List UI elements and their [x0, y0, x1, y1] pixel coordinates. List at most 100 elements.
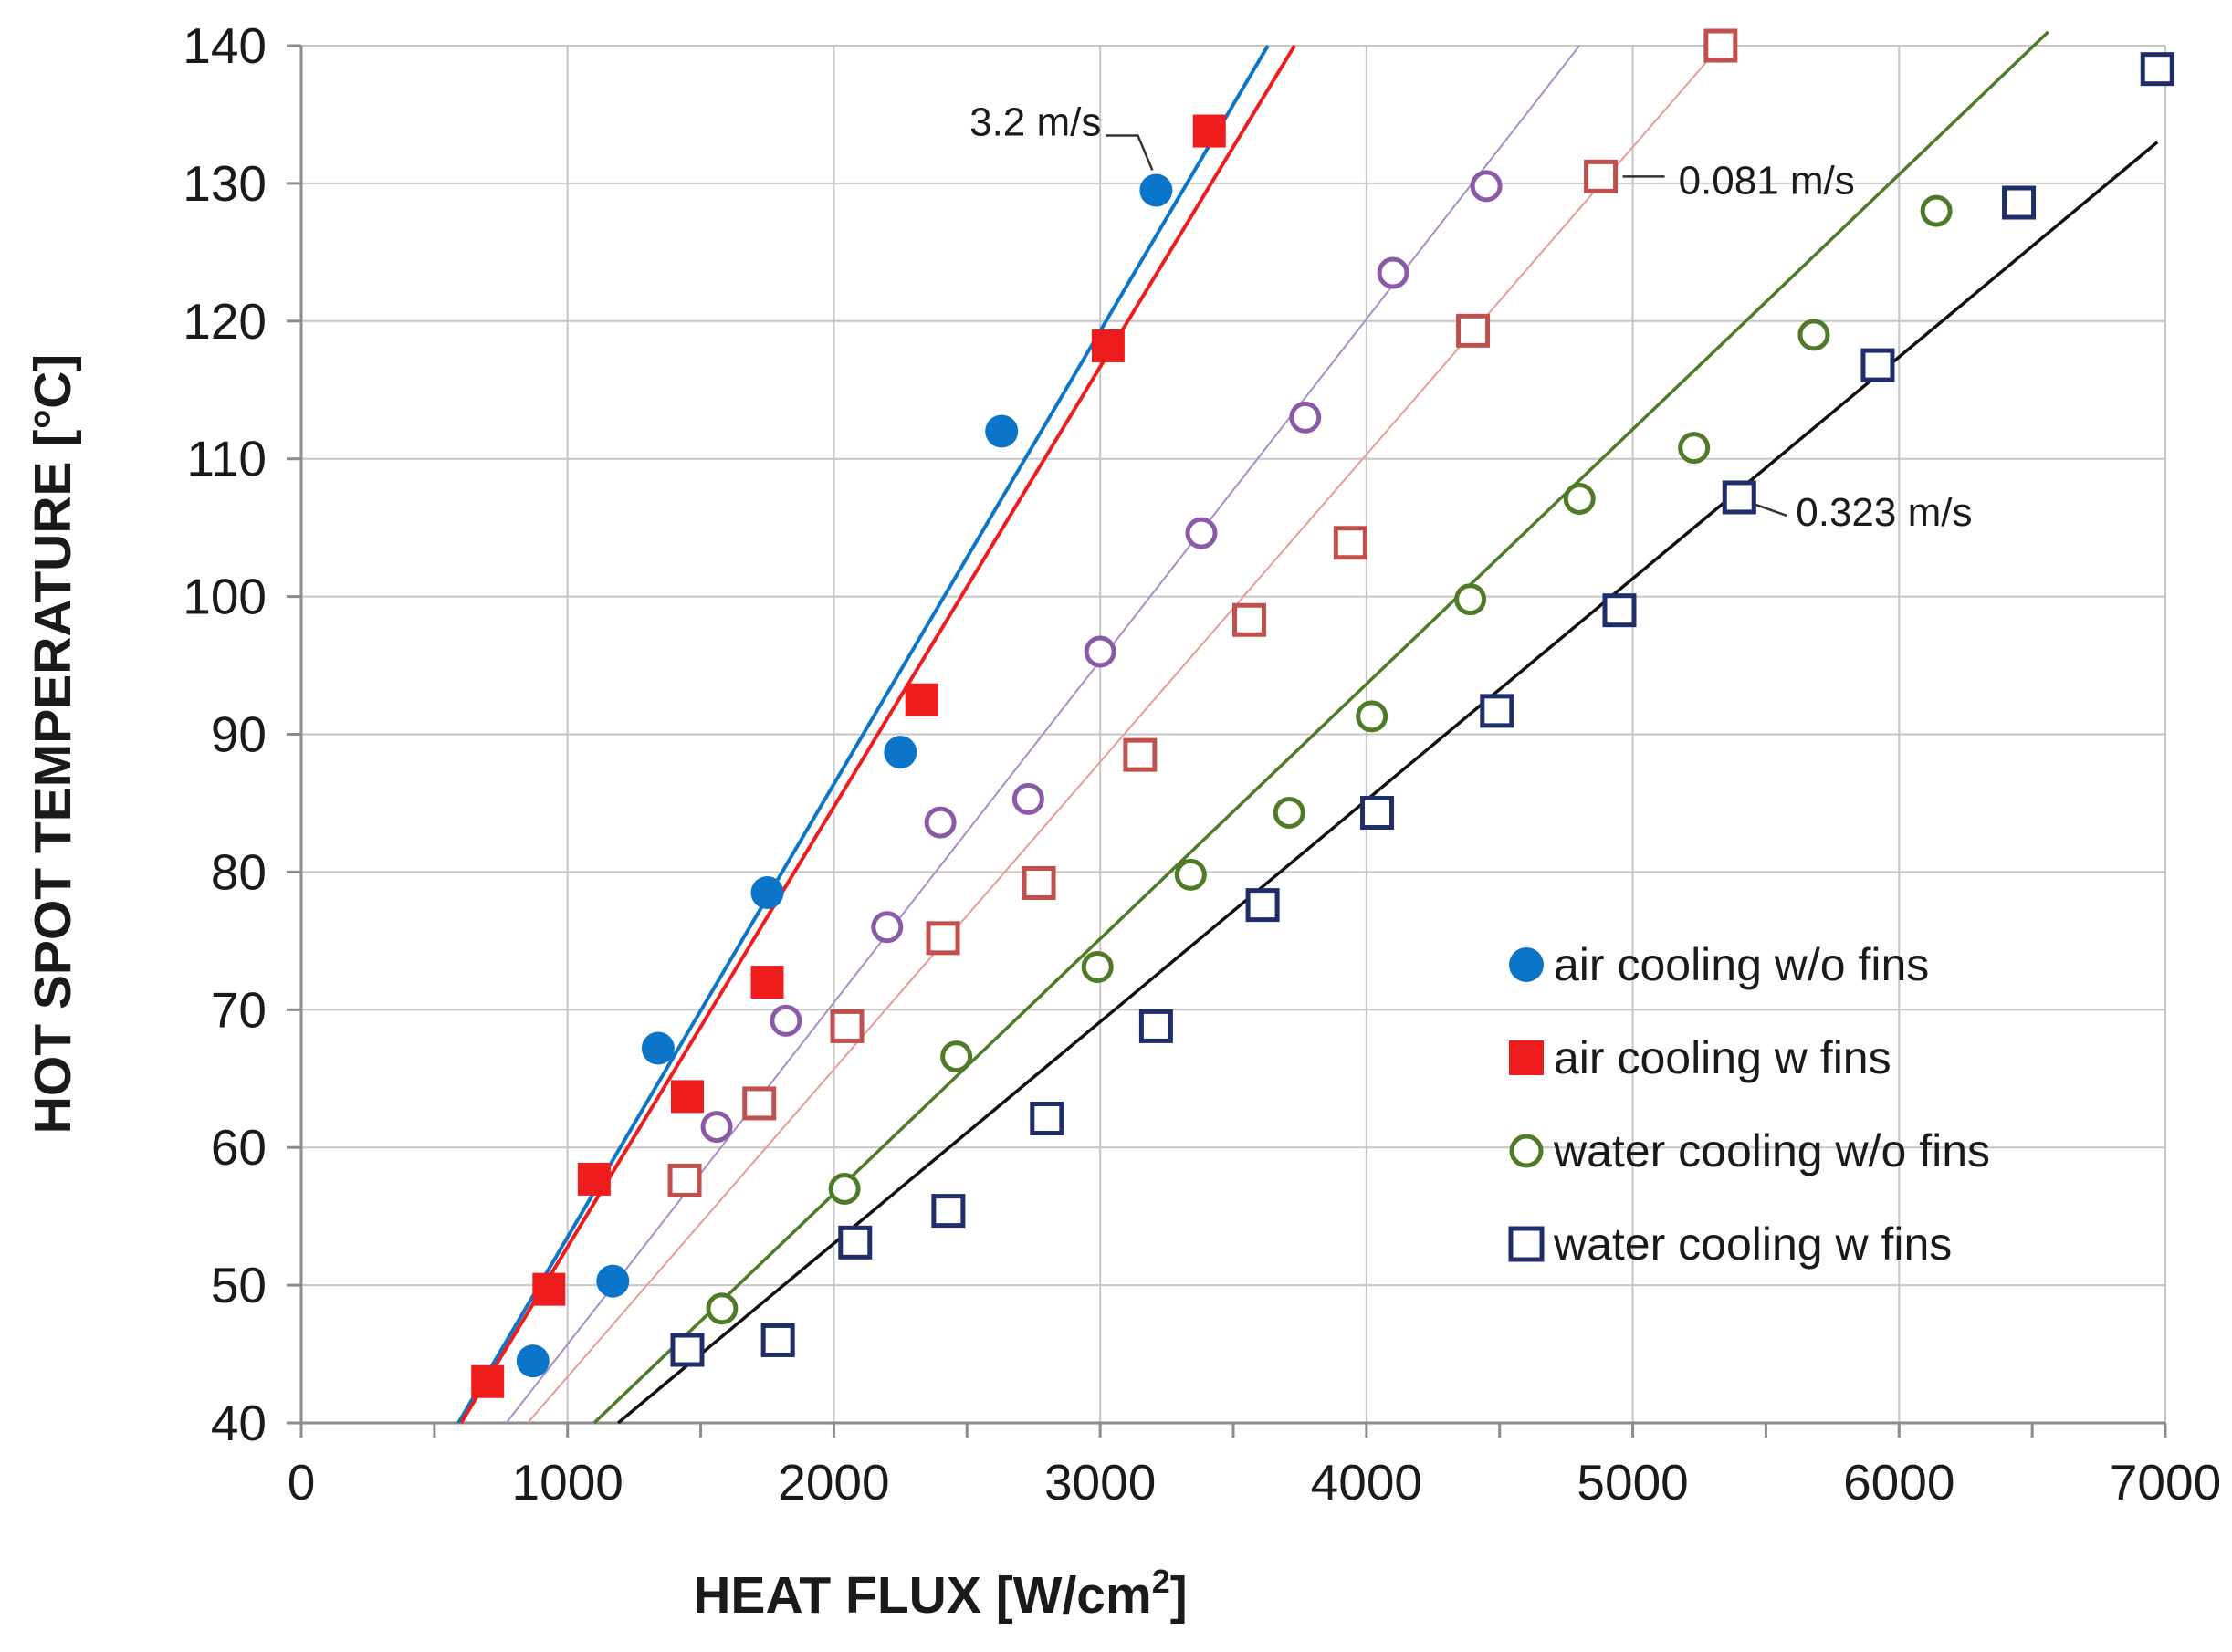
data-point — [1920, 194, 1953, 227]
data-point — [931, 1194, 966, 1229]
x-tick-label: 6000 — [1843, 1454, 1954, 1511]
data-point — [1584, 159, 1619, 193]
y-tick-label: 110 — [186, 431, 267, 487]
data-point — [700, 1111, 733, 1144]
data-point — [1563, 482, 1596, 515]
data-points — [471, 28, 2174, 1398]
annotation-label: 0.081 m/s — [1679, 158, 1855, 203]
data-point — [2140, 52, 2174, 87]
data-point — [1174, 858, 1207, 891]
data-point — [1797, 319, 1830, 351]
y-tick-label: 80 — [211, 843, 267, 900]
data-point — [1360, 796, 1395, 831]
legend-label: water cooling w/o fins — [1553, 1125, 1990, 1176]
annotation-leader — [1106, 134, 1154, 171]
data-point — [667, 1163, 702, 1197]
x-tick-label: 2000 — [778, 1454, 889, 1511]
x-tick-label: 3000 — [1044, 1454, 1156, 1511]
data-point — [940, 1040, 973, 1073]
data-point — [516, 1344, 550, 1378]
annotation-label: 3.2 m/s — [969, 99, 1101, 144]
y-tick-label: 120 — [183, 293, 267, 350]
y-tick-label: 60 — [211, 1119, 267, 1176]
data-point — [838, 1225, 873, 1260]
data-point — [871, 911, 904, 944]
data-point — [985, 414, 1019, 448]
x-tick-label: 1000 — [512, 1454, 623, 1511]
axes — [287, 44, 2167, 1438]
data-point — [2002, 185, 2037, 220]
data-point — [1123, 737, 1158, 772]
annotation-label: 0.323 m/s — [1796, 490, 1972, 535]
data-point — [706, 1292, 739, 1325]
data-point — [760, 1323, 795, 1357]
data-point — [641, 1031, 675, 1065]
data-point — [1192, 114, 1226, 148]
data-point — [471, 1364, 505, 1398]
data-point — [1084, 635, 1116, 668]
data-point — [1185, 517, 1218, 549]
data-point — [577, 1162, 611, 1196]
data-point — [1245, 888, 1280, 923]
x-tick-label: 0 — [288, 1454, 316, 1511]
y-tick-label: 100 — [183, 569, 267, 625]
data-point — [1139, 173, 1173, 207]
data-point — [1081, 951, 1114, 984]
fit-line — [617, 141, 2159, 1425]
data-point — [1030, 1102, 1064, 1136]
data-point — [926, 921, 960, 956]
x-axis-title: HEAT FLUX [W/cm2] — [693, 1563, 1187, 1625]
data-point — [1454, 583, 1487, 616]
legend-label: air cooling w fins — [1554, 1032, 1891, 1083]
data-point — [742, 1086, 777, 1121]
data-point — [884, 736, 917, 769]
data-point — [1289, 401, 1322, 434]
data-point — [1377, 256, 1409, 289]
y-tick-label: 90 — [211, 706, 267, 763]
data-point — [1356, 700, 1388, 733]
data-point — [1091, 329, 1125, 362]
data-point — [924, 806, 957, 839]
legend-label: air cooling w/o fins — [1554, 939, 1929, 990]
data-point — [830, 1009, 865, 1043]
legend-marker — [1509, 947, 1544, 982]
y-tick-label: 130 — [183, 155, 267, 212]
grid — [301, 45, 2166, 1424]
fit-line — [527, 45, 1722, 1424]
data-point — [1232, 602, 1267, 637]
data-point — [1456, 313, 1491, 348]
y-tick-label: 70 — [211, 981, 267, 1038]
data-point — [1480, 694, 1514, 728]
data-point — [1678, 432, 1711, 465]
y-tick-label: 40 — [211, 1395, 267, 1451]
data-point — [1273, 797, 1305, 830]
data-point — [1722, 480, 1756, 515]
legend-marker — [1509, 1134, 1544, 1168]
data-point — [1703, 28, 1738, 63]
legend: air cooling w/o fins air cooling w fins wa… — [1508, 939, 1990, 1270]
data-point — [750, 966, 784, 999]
data-point — [905, 683, 938, 716]
data-point — [1860, 348, 1895, 382]
legend-label: water cooling w fins — [1553, 1218, 1952, 1270]
data-point — [828, 1172, 861, 1205]
data-point — [1011, 782, 1044, 815]
y-axis-title: HOT SPOT TEMPERATURE [°C] — [24, 354, 82, 1134]
annotations: 3.2 m/s 0.081 m/s 0.323 m/s — [969, 99, 1972, 535]
y-tick-label: 50 — [211, 1257, 267, 1313]
legend-marker — [1508, 1226, 1545, 1262]
y-tick-label: 140 — [183, 17, 267, 74]
legend-marker — [1509, 1040, 1544, 1075]
data-point — [532, 1272, 566, 1306]
data-point — [1602, 593, 1637, 628]
x-tick-label: 7000 — [2110, 1454, 2221, 1511]
x-tick-label: 5000 — [1577, 1454, 1688, 1511]
annotation-leader — [1755, 503, 1787, 518]
data-point — [750, 876, 784, 910]
data-point — [1022, 865, 1056, 900]
x-tick-label: 4000 — [1311, 1454, 1422, 1511]
tick-labels: 40 50 60 70 80 90 100 110 120 130 140 0 1000 2000 3000… — [183, 17, 2221, 1511]
data-point — [670, 1333, 705, 1367]
